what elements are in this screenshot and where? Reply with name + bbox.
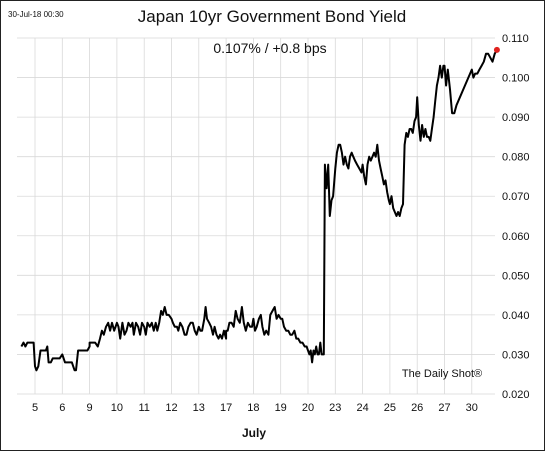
y-tick-label: 0.100 [502, 73, 530, 85]
x-tick-label: 24 [356, 402, 368, 414]
series-group [20, 46, 500, 372]
x-tick-label: 11 [138, 402, 149, 414]
y-tick-label: 0.020 [502, 389, 530, 401]
x-tick-label: 19 [275, 402, 287, 414]
x-axis-label: July [242, 426, 266, 440]
y-tick-label: 0.070 [502, 191, 530, 203]
x-tick-label: 6 [59, 402, 65, 414]
chart-title: Japan 10yr Government Bond Yield [138, 7, 406, 26]
y-tick-label: 0.050 [502, 270, 530, 282]
x-tick-label: 18 [247, 402, 259, 414]
y-tick-label: 0.030 [502, 349, 530, 361]
x-tick-label: 30 [466, 402, 478, 414]
source-label: The Daily Shot® [402, 368, 482, 380]
x-tick-label: 25 [384, 402, 396, 414]
x-tick-label: 17 [220, 402, 232, 414]
y-tick-label: 0.090 [502, 112, 530, 124]
x-tick-label: 20 [302, 402, 314, 414]
y-tick-label: 0.040 [502, 310, 530, 322]
y-tick-label: 0.080 [502, 152, 530, 164]
x-tick-label: 27 [438, 402, 450, 414]
x-tick-label: 5 [32, 402, 38, 414]
timestamp: 30-Jul-18 00:30 [8, 10, 64, 19]
y-tick-label: 0.110 [502, 33, 529, 45]
x-tick-label: 13 [193, 402, 205, 414]
y-tick-label: 0.060 [502, 231, 530, 243]
x-tick-label: 12 [165, 402, 177, 414]
x-tick-label: 9 [87, 402, 93, 414]
x-axis-ticks: 5 6 9 10 11 12 13 17 18 19 20 23 24 25 26 27 30 [32, 402, 478, 414]
x-tick-label: 26 [411, 402, 423, 414]
series-line [20, 49, 498, 372]
last-value-marker [493, 46, 500, 53]
x-tick-label: 10 [111, 402, 123, 414]
chart-subtitle: 0.107% / +0.8 bps [213, 40, 326, 56]
y-axis-ticks: 0.020 0.030 0.040 0.050 0.060 0.070 0.080 0.090… [502, 33, 530, 401]
x-tick-label: 23 [329, 402, 341, 414]
grid [17, 37, 495, 395]
